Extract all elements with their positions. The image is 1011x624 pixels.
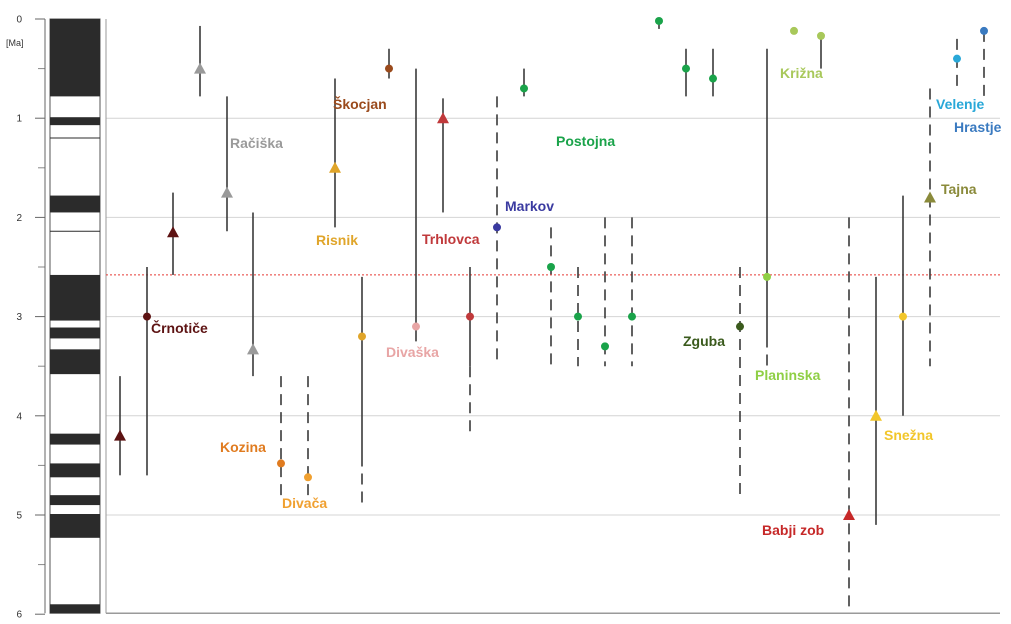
- normal-polarity-band: [50, 349, 100, 375]
- normal-polarity-band: [50, 195, 100, 213]
- site-label-trhlovca: Trhlovca: [422, 231, 480, 247]
- site-label-divaska: Divaška: [386, 344, 439, 360]
- age-point: [277, 459, 285, 468]
- series-trhlovca: [437, 98, 474, 436]
- site-labels: Črnotiče Račiška Kozina Divača Risnik Škocjan…: [151, 65, 1002, 538]
- y-axis: [Ma] 0 1 2 3 4 5 6: [6, 15, 46, 621]
- y-tick-label-0: 0: [16, 15, 22, 26]
- age-point: [980, 26, 988, 35]
- normal-polarity-band: [50, 495, 100, 506]
- site-label-crnotice: Črnotiče: [151, 319, 208, 336]
- normal-polarity-band: [50, 433, 100, 445]
- site-label-raciska: Račiška: [230, 135, 283, 151]
- site-label-kozina: Kozina: [220, 439, 266, 455]
- age-point: [655, 16, 663, 25]
- site-label-divaca: Divača: [282, 495, 327, 511]
- series-babji-zob: [843, 217, 855, 614]
- series-postojna: [520, 16, 717, 367]
- age-point: [574, 312, 582, 321]
- age-point: [953, 54, 961, 63]
- normal-polarity-band: [50, 327, 100, 339]
- normal-polarity-band: [50, 604, 100, 614]
- age-point: [547, 263, 555, 271]
- series-layer: [114, 16, 988, 614]
- age-triangle: [194, 62, 206, 74]
- site-label-babji-zob: Babji zob: [762, 522, 824, 538]
- age-point: [899, 312, 907, 321]
- age-point: [601, 342, 609, 351]
- age-point: [358, 332, 366, 341]
- y-tick-label-3: 3: [16, 312, 22, 323]
- age-triangle: [114, 429, 126, 441]
- age-point: [520, 84, 528, 93]
- age-point: [493, 223, 501, 232]
- site-label-tajna: Tajna: [941, 181, 977, 197]
- age-point: [466, 312, 474, 321]
- series-hrastje: [980, 26, 988, 97]
- series-krizna: [790, 26, 825, 69]
- age-triangle: [167, 226, 179, 238]
- series-snezna: [870, 195, 907, 525]
- series-markov: [493, 96, 501, 367]
- series-planinska: [763, 48, 771, 367]
- normal-polarity-band: [50, 117, 100, 126]
- grid-layer: [106, 117, 1000, 614]
- site-label-markov: Markov: [505, 198, 554, 214]
- age-point: [143, 312, 151, 321]
- series-risnik: [329, 78, 366, 506]
- age-triangle: [329, 161, 341, 173]
- normal-polarity-band: [50, 274, 100, 321]
- site-label-risnik: Risnik: [316, 232, 358, 248]
- age-point: [763, 272, 771, 281]
- y-axis-unit-label: [Ma]: [6, 38, 24, 48]
- age-point: [682, 64, 690, 73]
- normal-polarity-band: [50, 19, 100, 97]
- age-triangle: [843, 509, 855, 520]
- site-label-skocjan: Škocjan: [333, 95, 387, 112]
- series-crnotice: [114, 192, 179, 476]
- series-skocjan: [385, 48, 393, 79]
- series-raciska: [194, 25, 259, 377]
- series-velenje: [953, 38, 961, 89]
- age-triangle: [221, 186, 233, 198]
- y-tick-label-4: 4: [16, 411, 22, 422]
- age-point: [412, 322, 420, 331]
- age-triangle: [247, 343, 259, 355]
- series-zguba: [736, 267, 744, 496]
- age-triangle: [924, 191, 936, 203]
- site-label-hrastje: Hrastje: [954, 119, 1002, 135]
- age-point: [628, 312, 636, 321]
- age-point: [790, 26, 798, 35]
- site-label-planinska: Planinska: [755, 367, 821, 383]
- normal-polarity-band: [50, 463, 100, 478]
- site-label-krizna: Križna: [780, 65, 823, 81]
- site-label-zguba: Zguba: [683, 333, 725, 349]
- age-triangle: [437, 112, 449, 124]
- y-tick-label-6: 6: [16, 610, 22, 621]
- age-point: [736, 322, 744, 331]
- series-kozina: [277, 376, 285, 496]
- y-tick-label-1: 1: [16, 114, 22, 125]
- site-label-snezna: Snežna: [884, 427, 933, 443]
- age-point: [709, 74, 717, 83]
- age-point: [385, 64, 393, 73]
- magnetostratigraphy-column: [49, 18, 107, 614]
- y-tick-label-5: 5: [16, 511, 22, 522]
- age-point: [304, 473, 312, 482]
- normal-polarity-band: [50, 514, 100, 538]
- site-label-postojna: Postojna: [556, 133, 615, 149]
- series-tajna: [924, 88, 936, 367]
- site-label-velenje: Velenje: [936, 96, 984, 112]
- age-point: [817, 31, 825, 40]
- age-triangle: [870, 409, 882, 421]
- series-divaca: [304, 376, 312, 496]
- y-tick-label-2: 2: [16, 213, 22, 224]
- series-divaska: [412, 68, 420, 342]
